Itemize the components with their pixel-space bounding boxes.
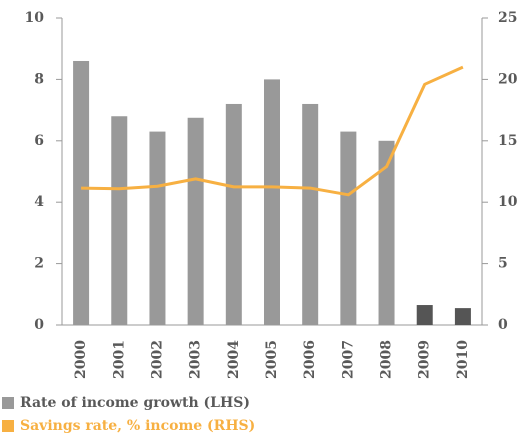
bar <box>416 305 433 325</box>
bar <box>302 103 319 326</box>
x-tick-label: 2008 <box>379 340 395 379</box>
y-tick-label: 2 <box>34 256 44 272</box>
x-tick-label: 2007 <box>340 340 356 379</box>
bar <box>149 131 166 325</box>
line <box>81 65 464 197</box>
x-tick-label: 2003 <box>188 340 204 379</box>
x-tick-label: 2010 <box>455 340 471 379</box>
legend-label: Savings rate, % income (RHS) <box>20 418 255 434</box>
y-tick-label: 4 <box>34 194 44 210</box>
bar <box>378 140 395 325</box>
x-tick-label: 2000 <box>73 340 89 379</box>
y-tick-label: 0 <box>34 317 44 333</box>
x-tick-label: 2005 <box>264 340 280 379</box>
x-tick-label: 2001 <box>111 340 127 379</box>
bar <box>225 103 242 326</box>
x-tick-label: 2004 <box>226 340 242 379</box>
bar <box>73 60 90 325</box>
bar <box>187 117 204 326</box>
bar <box>264 79 280 326</box>
x-tick-label: 2006 <box>302 340 318 379</box>
bar <box>454 308 471 325</box>
y-tick-label: 6 <box>34 133 44 149</box>
x-tick-label: 2009 <box>417 340 433 379</box>
y2-tick-label: 0 <box>498 317 508 333</box>
legend-key <box>2 420 14 432</box>
y2-tick-label: 15 <box>498 133 517 149</box>
y-tick-label: 8 <box>34 71 44 87</box>
y-tick-label: 10 <box>25 10 45 26</box>
bar <box>340 131 357 325</box>
y2-tick-label: 10 <box>498 194 518 210</box>
y2-tick-label: 20 <box>498 71 518 87</box>
y2-tick-label: 5 <box>498 256 508 272</box>
legend-key <box>2 397 14 409</box>
x-tick-label: 2002 <box>149 340 165 379</box>
bar <box>111 116 128 326</box>
legend-label: Rate of income growth (LHS) <box>20 395 250 411</box>
y2-tick-label: 25 <box>498 10 517 26</box>
